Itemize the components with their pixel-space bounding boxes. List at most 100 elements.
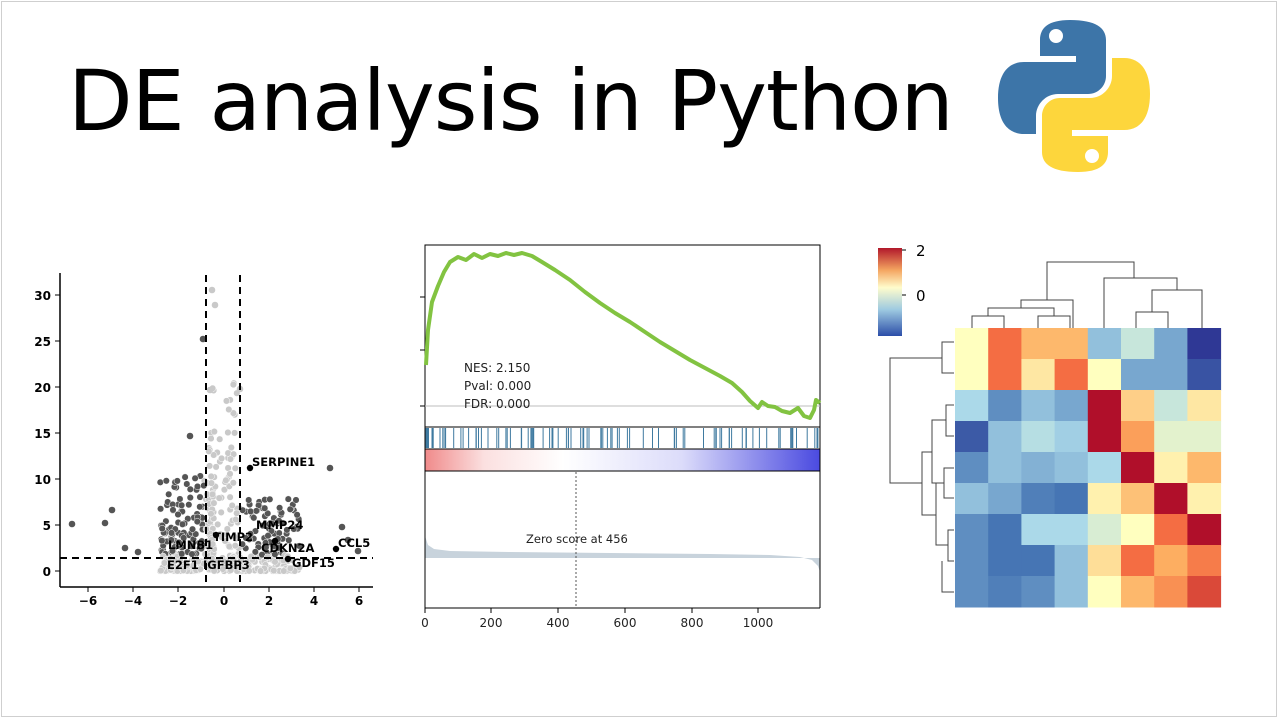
- gene-label-e2f1: E2F1: [167, 558, 199, 572]
- volcano-point: [181, 473, 189, 481]
- volcano-point: [206, 386, 214, 394]
- volcano-point: [225, 543, 233, 551]
- heatmap-cell: [1154, 545, 1188, 577]
- volcano-point: [121, 544, 129, 552]
- heatmap-cell: [1087, 514, 1122, 546]
- gsea-plot: NES: 2.150 Pval: 0.000 FDR: 0.000 Zero s…: [420, 244, 822, 630]
- heatmap-cell: [1187, 576, 1222, 608]
- gene-label-lmnb1: LMNB1: [168, 538, 213, 552]
- volcano-point: [169, 506, 177, 514]
- volcano-point: [283, 526, 291, 534]
- volcano-point: [261, 504, 269, 512]
- heatmap-cell: [1021, 359, 1056, 391]
- heatmap-cell: [955, 359, 989, 391]
- volcano-point: [174, 510, 182, 519]
- x-tick-label: 0: [421, 616, 429, 630]
- heatmap-cell: [988, 452, 1022, 484]
- volcano-point: [225, 405, 233, 414]
- colorbar-tick-label: 0: [916, 287, 926, 305]
- heatmap-cell: [1154, 576, 1188, 608]
- heatmap-cell: [1054, 545, 1089, 577]
- volcano-point: [257, 567, 265, 575]
- volcano-point: [227, 443, 235, 452]
- heatmap-cell: [955, 328, 989, 360]
- heatmap-cell: [1154, 328, 1188, 360]
- volcano-point: [186, 485, 194, 493]
- y-tick-label: 5: [43, 519, 51, 533]
- volcano-point: [246, 530, 255, 538]
- volcano-y-ticks: 0 5 10 15 20 25 30: [34, 289, 60, 579]
- y-tick-label: 25: [34, 335, 51, 349]
- gsea-zero-score-label: Zero score at 456: [526, 532, 628, 546]
- heatmap-cell: [1121, 545, 1155, 577]
- volcano-point: [205, 447, 213, 455]
- volcano-point: [271, 558, 279, 566]
- volcano-point: [188, 542, 196, 550]
- volcano-point: [188, 525, 197, 533]
- volcano-point: [223, 525, 231, 533]
- volcano-point: [183, 480, 191, 488]
- volcano-point: [168, 547, 176, 555]
- volcano-point: [192, 530, 200, 538]
- volcano-plot: 0 5 10 15 20 25 30 −6 −4 −2 0 2 4 6 SERP…: [34, 273, 373, 608]
- heatmap-cell: [988, 483, 1022, 515]
- volcano-point: [266, 495, 274, 503]
- clustered-heatmap: 2 0: [878, 242, 1222, 608]
- gsea-fdr: FDR: 0.000: [464, 397, 530, 411]
- gene-label-mmp24: MMP24: [256, 518, 303, 532]
- volcano-point: [167, 536, 175, 544]
- heatmap-cell: [1154, 452, 1188, 484]
- gene-label-serpine1: SERPINE1: [252, 455, 315, 469]
- x-tick-label: 2: [265, 594, 273, 608]
- volcano-point: [231, 542, 239, 550]
- volcano-point: [222, 476, 230, 484]
- colorbar-tick-label: 2: [916, 242, 926, 260]
- volcano-point: [166, 562, 174, 570]
- volcano-point: [165, 490, 173, 498]
- volcano-point: [251, 548, 259, 556]
- volcano-point: [224, 428, 232, 437]
- volcano-point: [157, 567, 165, 575]
- heatmap-cell: [1087, 359, 1122, 391]
- volcano-point: [231, 464, 239, 472]
- python-logo-yellow-eye: [1085, 149, 1099, 163]
- heatmap-cell: [1021, 483, 1056, 515]
- column-dendrogram: [971, 261, 1203, 328]
- volcano-point: [178, 501, 186, 509]
- gsea-pval: Pval: 0.000: [464, 379, 531, 393]
- volcano-point: [220, 486, 228, 494]
- heatmap-cell: [1054, 452, 1089, 484]
- x-tick-label: 6: [355, 594, 363, 608]
- y-tick-label: 0: [43, 565, 51, 579]
- heatmap-cell: [1187, 421, 1222, 453]
- volcano-point: [226, 455, 234, 463]
- heatmap-cell: [1021, 514, 1056, 546]
- volcano-point: [101, 519, 109, 527]
- heatmap-cell: [1021, 452, 1056, 484]
- heatmap-cell: [1054, 483, 1089, 515]
- heatmap-cell: [1054, 576, 1089, 608]
- volcano-point: [264, 532, 272, 540]
- volcano-point: [193, 482, 202, 491]
- volcano-point: [290, 525, 298, 533]
- volcano-point: [354, 547, 362, 555]
- volcano-point: [286, 505, 294, 513]
- volcano-gene-labels: SERPINE1 MMP24 TIMP2 LMNB1 CDKN2A CCL5 E…: [167, 455, 370, 572]
- gsea-ranked-metric: [425, 536, 820, 572]
- volcano-point: [262, 543, 270, 551]
- heatmap-cell: [988, 514, 1022, 546]
- volcano-point: [208, 286, 216, 294]
- y-tick-label: 20: [34, 381, 51, 395]
- heatmap-cell: [1187, 328, 1222, 360]
- heatmap-cell: [988, 359, 1022, 391]
- heatmap-cell: [1087, 576, 1122, 608]
- python-logo: [998, 20, 1150, 172]
- heatmap-cell: [1087, 390, 1122, 422]
- heatmap-cell: [1087, 545, 1122, 577]
- volcano-point: [108, 506, 116, 514]
- volcano-point: [158, 537, 166, 545]
- volcano-point: [206, 462, 214, 470]
- volcano-point: [196, 565, 204, 573]
- volcano-point: [280, 567, 288, 575]
- heatmap-cell: [1121, 421, 1155, 453]
